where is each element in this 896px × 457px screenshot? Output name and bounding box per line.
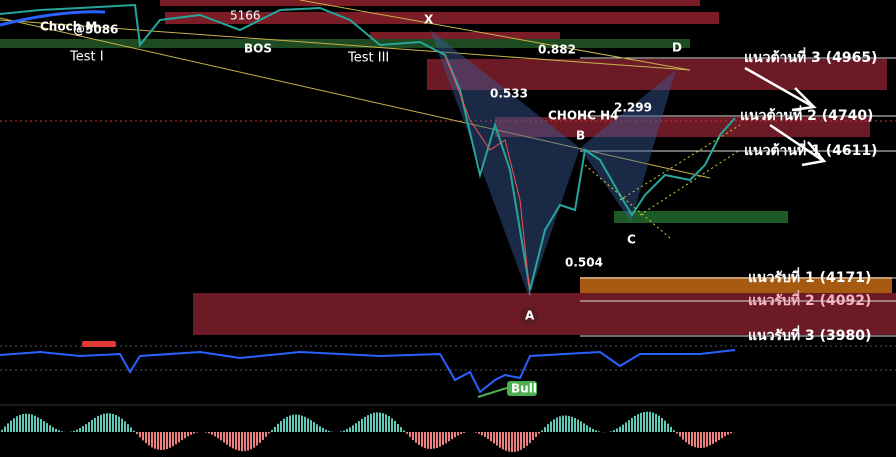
pattern-bcd [580,70,676,222]
zone [495,117,870,137]
level-label: แนวต้านที่ 1 (4611) [744,140,877,159]
label: Choch M [40,20,97,34]
level-lines [580,57,896,337]
label: Bull [511,382,537,396]
label: 0.882 [538,43,576,57]
label: BOS [244,42,272,56]
level-label: แนวรับที่ 1 (4171) [748,267,871,286]
histogram [1,411,675,432]
level-label: แนวต้านที่ 3 (4965) [744,47,877,66]
label: Test I [69,50,104,65]
level-label: แนวต้านที่ 2 (4740) [740,105,873,124]
rsi-line [0,349,736,394]
zone [0,39,690,48]
label: 0.533 [490,87,528,101]
label: 0.504 [565,256,603,270]
marker [520,307,538,325]
zone [160,0,700,6]
trend-line [0,19,691,71]
arrows [744,66,827,167]
zone [614,211,788,223]
label: A [525,309,535,323]
price-path-down [444,54,531,296]
channel [584,124,741,239]
price-path [0,3,736,291]
label: @5086 [73,23,118,37]
zone [193,293,896,335]
label: CHOHC H4 [548,109,618,123]
ma-line [0,10,106,27]
label: Test III [347,51,389,66]
label: C [627,233,636,247]
divergence [477,386,511,398]
zone [370,32,560,41]
trend-line [0,17,711,179]
level-label: แนวรับที่ 2 (4092) [748,290,871,309]
bear-tag [82,341,116,347]
label: D [672,41,682,55]
bull-tag [507,381,537,396]
label: B [576,129,585,143]
zone [165,12,719,24]
trend-line [299,0,691,71]
pattern-xab [430,30,580,297]
label: X [424,13,434,27]
histogram [136,432,735,453]
label: 5166 [230,9,261,23]
level-label: แนวรับที่ 3 (3980) [748,325,871,344]
label: 2.299 [614,101,652,115]
